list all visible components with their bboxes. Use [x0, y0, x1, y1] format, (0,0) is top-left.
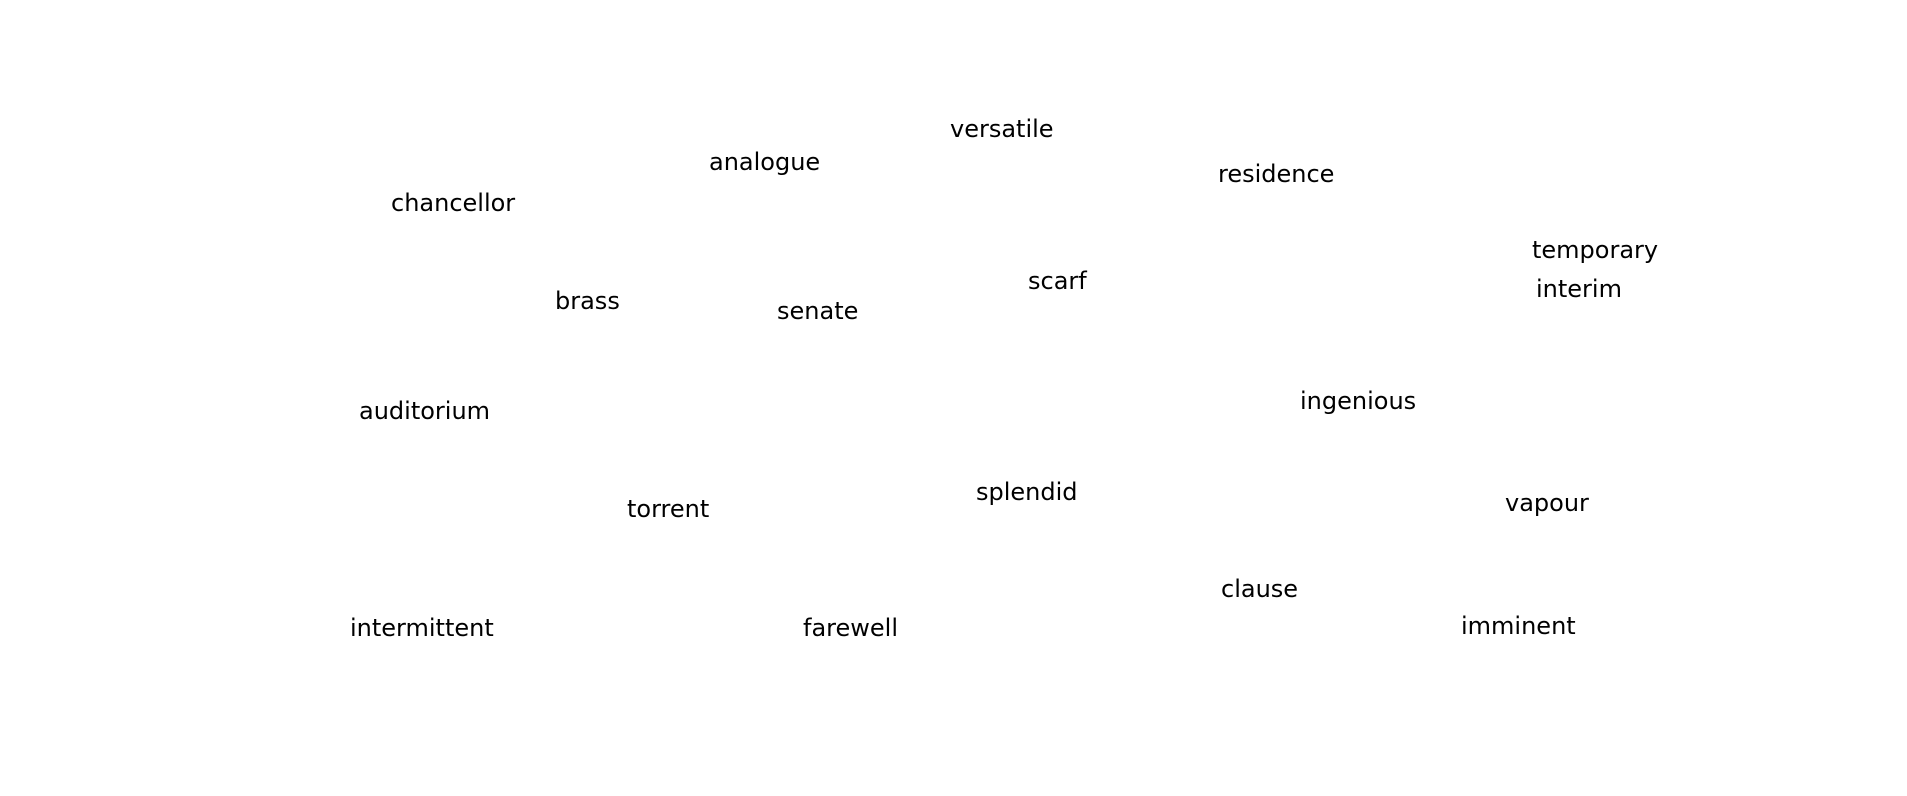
- word-splendid: splendid: [976, 478, 1078, 506]
- word-auditorium: auditorium: [359, 397, 491, 425]
- word-clause: clause: [1221, 575, 1299, 603]
- word-chancellor: chancellor: [391, 189, 516, 217]
- word-torrent: torrent: [627, 495, 710, 523]
- word-vapour: vapour: [1505, 489, 1589, 517]
- word-analogue: analogue: [709, 148, 821, 176]
- word-intermittent: intermittent: [350, 614, 494, 642]
- word-versatile: versatile: [950, 115, 1054, 143]
- word-interim: interim: [1536, 275, 1622, 303]
- word-scarf: scarf: [1028, 267, 1087, 295]
- word-temporary: temporary: [1532, 236, 1659, 264]
- word-farewell: farewell: [803, 614, 898, 642]
- word-ingenious: ingenious: [1300, 387, 1417, 415]
- word-senate: senate: [777, 297, 859, 325]
- word-imminent: imminent: [1461, 612, 1576, 640]
- word-residence: residence: [1218, 160, 1335, 188]
- word-brass: brass: [555, 287, 620, 315]
